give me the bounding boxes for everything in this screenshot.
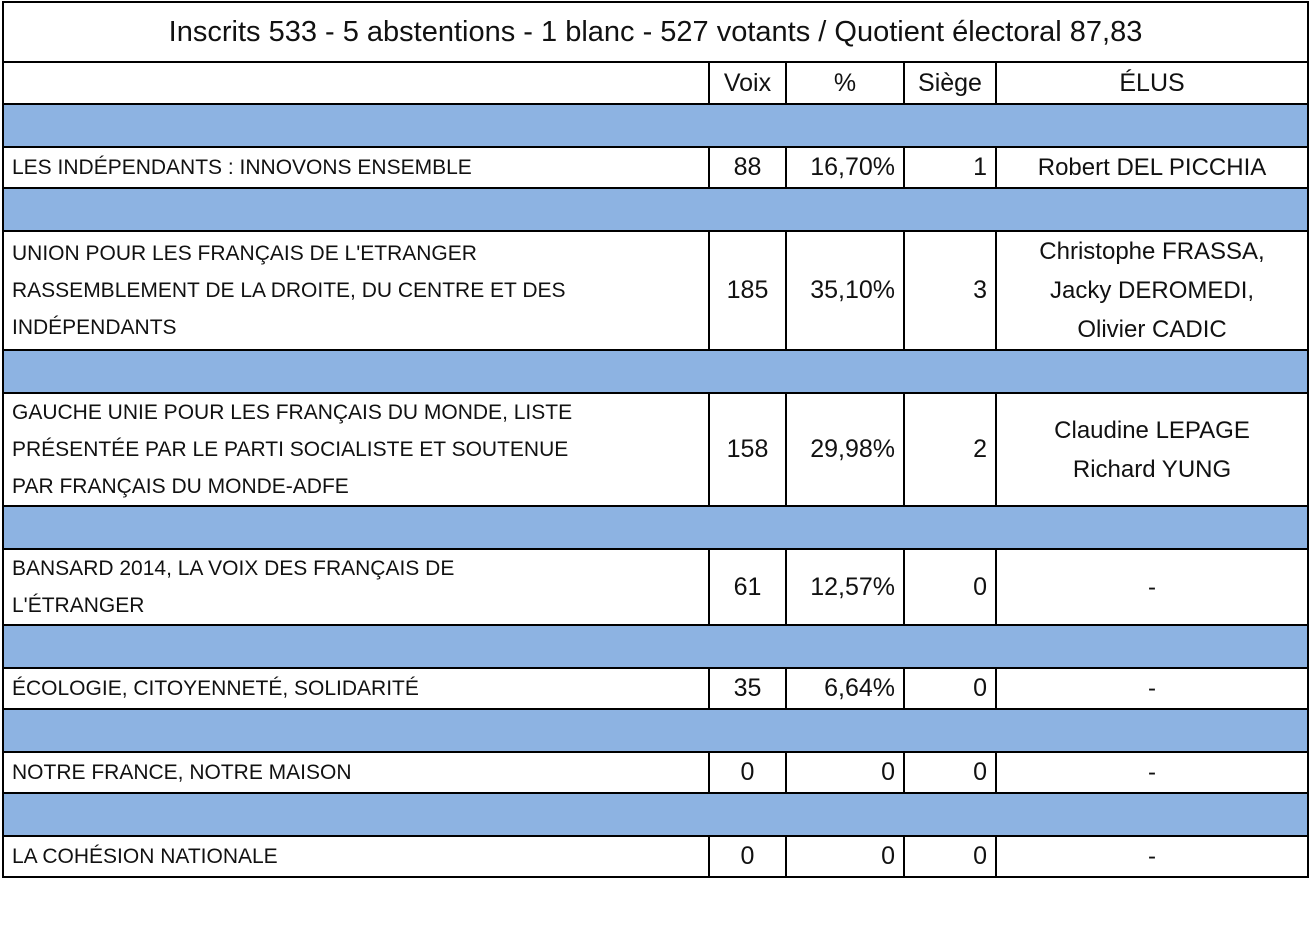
text-line: PRÉSENTÉE PAR LE PARTI SOCIALISTE ET SOU…: [12, 438, 569, 461]
list-name: NOTRE FRANCE, NOTRE MAISON: [2, 751, 710, 794]
text-line: ÉCOLOGIE, CITOYENNETÉ, SOLIDARITÉ: [12, 677, 419, 700]
list-row: GAUCHE UNIE POUR LES FRANÇAIS DU MONDE, …: [2, 392, 1309, 507]
list-row: LES INDÉPENDANTS : INNOVONS ENSEMBLE 88 16…: [2, 146, 1309, 189]
elected: -: [994, 667, 1309, 710]
votes: 61: [708, 548, 787, 626]
spacer-row: [1, 792, 1309, 837]
votes: 88: [708, 146, 787, 189]
elected: -: [994, 835, 1309, 878]
list-row: BANSARD 2014, LA VOIX DES FRANÇAIS DE L'É…: [2, 548, 1309, 626]
spacer-cell: [1, 708, 1309, 753]
spacer-cell: [1, 187, 1309, 232]
header-cell: [2, 61, 710, 105]
text-line: PAR FRANÇAIS DU MONDE-ADFE: [12, 475, 349, 498]
seats: 0: [903, 751, 997, 794]
seats: 0: [903, 835, 997, 878]
spacer-cell: [1, 624, 1309, 669]
spacer-cell: [1, 505, 1309, 550]
elected: Christophe FRASSA, Jacky DEROMEDI, Olivier…: [994, 230, 1309, 351]
list-row: UNION POUR LES FRANÇAIS DE L'ETRANGER RAS…: [2, 230, 1309, 351]
elected: Claudine LEPAGE Richard YUNG: [994, 392, 1309, 507]
votes: 35: [708, 667, 787, 710]
list-name: LA COHÉSION NATIONALE: [2, 835, 710, 878]
percent: 6,64%: [785, 667, 905, 710]
list-name: LES INDÉPENDANTS : INNOVONS ENSEMBLE: [2, 146, 710, 189]
seats: 2: [903, 392, 997, 507]
elected: Robert DEL PICCHIA: [994, 146, 1309, 189]
table-body: Inscrits 533 - 5 abstentions - 1 blanc -…: [1, 1, 1309, 878]
percent: 16,70%: [785, 146, 905, 189]
votes: 0: [708, 751, 787, 794]
list-row: NOTRE FRANCE, NOTRE MAISON 0 0 0-: [2, 751, 1309, 794]
text-line: BANSARD 2014, LA VOIX DES FRANÇAIS DE: [12, 557, 455, 580]
results-table: Inscrits 533 - 5 abstentions - 1 blanc -…: [1, 1, 1309, 878]
percent: 0: [785, 751, 905, 794]
text-line: LA COHÉSION NATIONALE: [12, 845, 278, 868]
list-name: BANSARD 2014, LA VOIX DES FRANÇAIS DE L'É…: [2, 548, 710, 626]
header-cell: Siège: [903, 61, 997, 105]
text-line: LES INDÉPENDANTS : INNOVONS ENSEMBLE: [12, 156, 472, 179]
elected: -: [994, 751, 1309, 794]
header-row: Voix % Siège ÉLUS: [2, 61, 1309, 105]
header-cell: ÉLUS: [994, 61, 1309, 105]
text-line: Olivier CADIC: [1077, 316, 1227, 343]
list-name: ÉCOLOGIE, CITOYENNETÉ, SOLIDARITÉ: [2, 667, 710, 710]
seats: 3: [903, 230, 997, 351]
list-name: GAUCHE UNIE POUR LES FRANÇAIS DU MONDE, …: [2, 392, 710, 507]
percent: 35,10%: [785, 230, 905, 351]
spacer-row: [1, 187, 1309, 232]
text-line: Jacky DEROMEDI,: [1050, 277, 1255, 304]
elected: -: [994, 548, 1309, 626]
header-cell: Voix: [708, 61, 787, 105]
seats: 0: [903, 548, 997, 626]
text-line: Robert DEL PICCHIA: [1037, 154, 1267, 181]
votes: 0: [708, 835, 787, 878]
seats: 1: [903, 146, 997, 189]
spacer-row: [1, 624, 1309, 669]
title: Inscrits 533 - 5 abstentions - 1 blanc -…: [1, 1, 1309, 63]
list-name: UNION POUR LES FRANÇAIS DE L'ETRANGER RAS…: [2, 230, 710, 351]
text-line: -: [1148, 675, 1157, 702]
text-line: L'ÉTRANGER: [12, 594, 145, 617]
header-cell: %: [785, 61, 905, 105]
spacer-cell: [1, 792, 1309, 837]
percent: 29,98%: [785, 392, 905, 507]
seats: 0: [903, 667, 997, 710]
text-line: -: [1148, 573, 1157, 601]
percent: 0: [785, 835, 905, 878]
text-line: -: [1148, 843, 1157, 870]
text-line: Richard YUNG: [1072, 455, 1232, 483]
spacer-row: [1, 505, 1309, 550]
spacer-row: [1, 349, 1309, 394]
text-line: Claudine LEPAGE: [1054, 416, 1250, 444]
text-line: Christophe FRASSA,: [1039, 238, 1265, 265]
spacer-cell: [1, 349, 1309, 394]
spacer-row: [1, 708, 1309, 753]
text-line: NOTRE FRANCE, NOTRE MAISON: [12, 761, 352, 784]
percent: 12,57%: [785, 548, 905, 626]
list-row: LA COHÉSION NATIONALE 0 0 0-: [2, 835, 1309, 878]
spacer-row: [1, 103, 1309, 148]
votes: 185: [708, 230, 787, 351]
text-line: RASSEMBLEMENT DE LA DROITE, DU CENTRE ET…: [12, 279, 566, 302]
spacer-cell: [1, 103, 1309, 148]
title-row: Inscrits 533 - 5 abstentions - 1 blanc -…: [1, 1, 1309, 63]
text-line: INDÉPENDANTS: [12, 316, 177, 339]
text-line: GAUCHE UNIE POUR LES FRANÇAIS DU MONDE, …: [12, 401, 573, 424]
text-line: UNION POUR LES FRANÇAIS DE L'ETRANGER: [12, 242, 477, 265]
text-line: -: [1148, 759, 1157, 786]
votes: 158: [708, 392, 787, 507]
list-row: ÉCOLOGIE, CITOYENNETÉ, SOLIDARITÉ 35 6,64%…: [2, 667, 1309, 710]
